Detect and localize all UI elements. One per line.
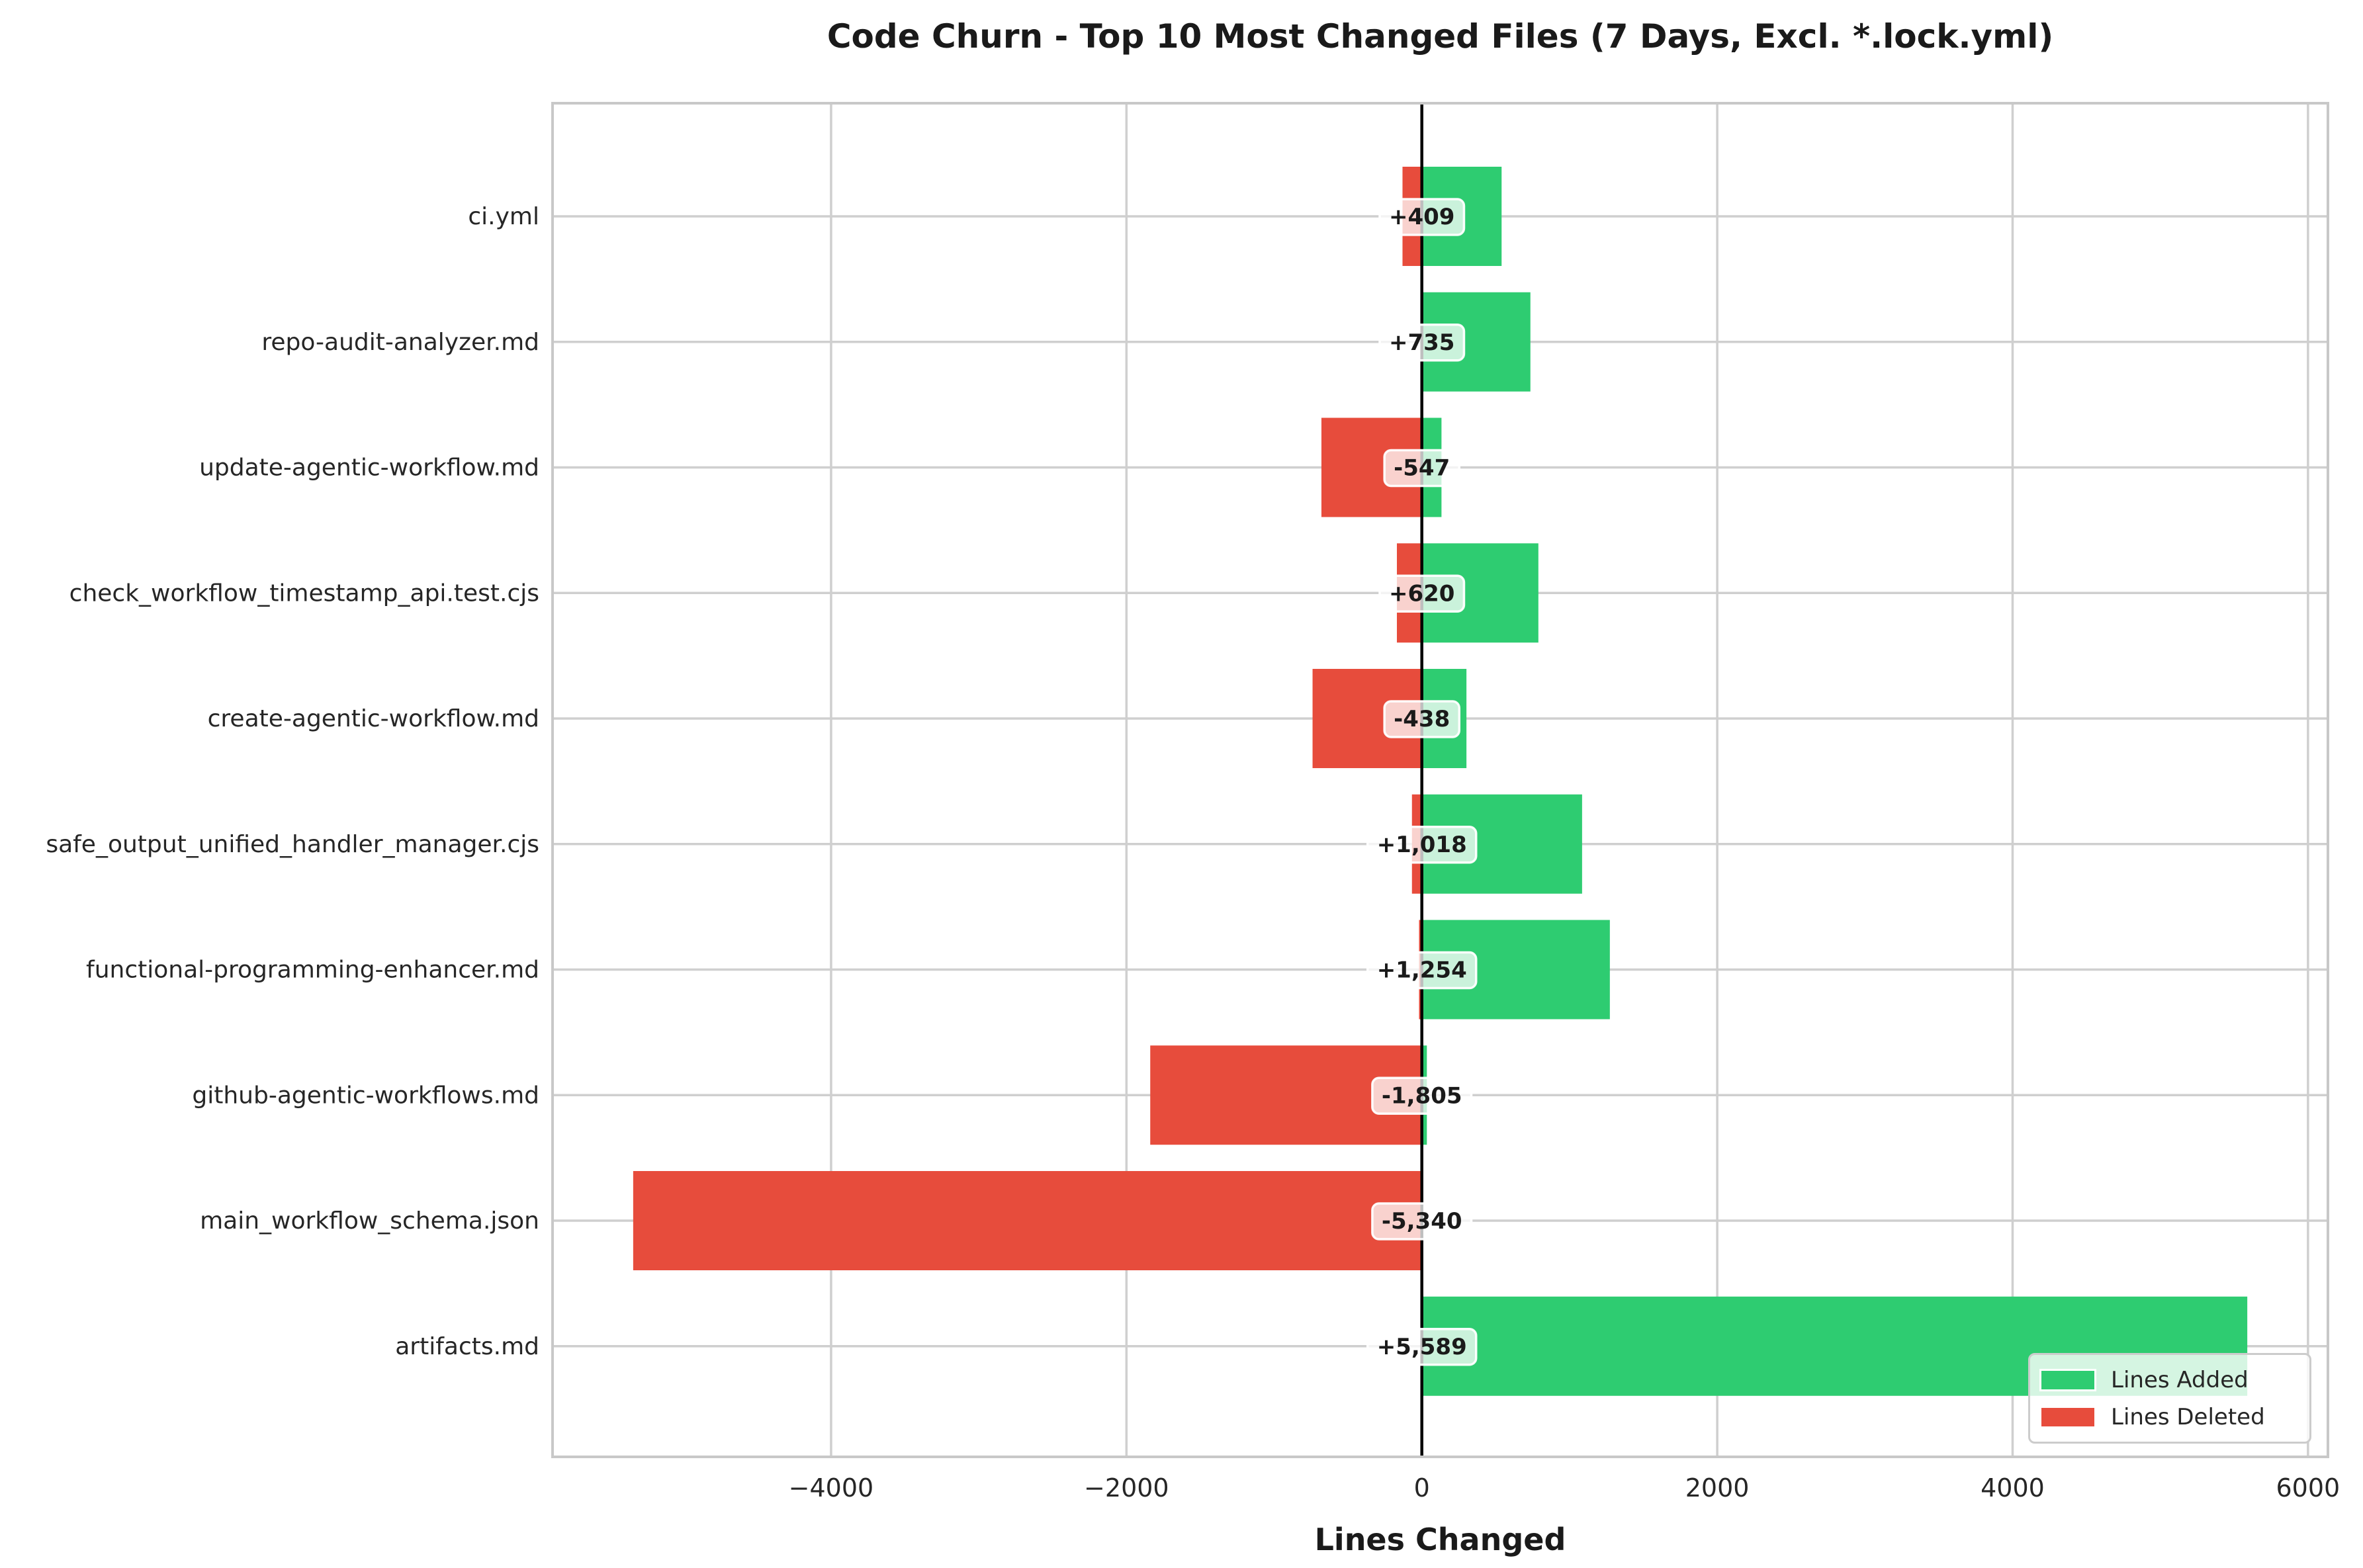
legend-label-deleted: Lines Deleted: [2111, 1403, 2265, 1430]
bar-value-label: +1,018: [1377, 832, 1467, 858]
y-tick-label: create-agentic-workflow.md: [208, 705, 539, 732]
bar-value-label: +409: [1389, 204, 1454, 230]
legend-item-deleted: Lines Deleted: [2039, 1403, 2309, 1432]
x-tick-label: 6000: [2276, 1473, 2341, 1503]
legend: Lines Added Lines Deleted: [2028, 1353, 2311, 1444]
y-tick-label: main_workflow_schema.json: [200, 1207, 539, 1235]
x-axis-label: Lines Changed: [1314, 1522, 1566, 1557]
bar-value-label: +1,254: [1377, 957, 1467, 984]
bar-value-label: -547: [1394, 455, 1450, 482]
y-tick-label: repo-audit-analyzer.md: [261, 329, 539, 356]
bar-value-label: +735: [1389, 329, 1454, 356]
bar-value-label: +5,589: [1377, 1334, 1467, 1360]
bar-value-label: -438: [1394, 706, 1450, 732]
legend-swatch-deleted: [2039, 1405, 2096, 1428]
legend-swatch-added: [2039, 1368, 2096, 1391]
y-tick-label: update-agentic-workflow.md: [199, 455, 539, 482]
bar-value-label-box: [1366, 951, 1478, 990]
chart-title: Code Churn - Top 10 Most Changed Files (…: [826, 17, 2054, 56]
bar-deleted: [633, 1171, 1422, 1270]
bar-value-label-box: [1378, 324, 1466, 362]
legend-item-added: Lines Added: [2039, 1366, 2309, 1395]
x-tick-label: 2000: [1685, 1473, 1750, 1503]
x-tick-label: 4000: [1981, 1473, 2045, 1503]
x-tick-label: −2000: [1084, 1473, 1169, 1503]
x-tick-label: 0: [1414, 1473, 1430, 1503]
bar-value-label-box: [1383, 449, 1461, 488]
bar-value-label-box: [1366, 826, 1478, 864]
y-tick-label: safe_output_unified_handler_manager.cjs: [46, 831, 539, 858]
y-tick-label: github-agentic-workflows.md: [192, 1082, 539, 1109]
bar-value-label-box: [1383, 700, 1461, 738]
bar-value-label-box: [1371, 1202, 1473, 1241]
bar-value-label-box: [1371, 1076, 1473, 1115]
y-tick-label: ci.yml: [468, 203, 539, 230]
x-tick-label: −4000: [789, 1473, 874, 1503]
y-tick-label: artifacts.md: [395, 1333, 539, 1360]
bar-value-label-box: [1378, 574, 1466, 613]
y-tick-label: functional-programming-enhancer.md: [86, 957, 539, 984]
y-tick-label: check_workflow_timestamp_api.test.cjs: [69, 580, 539, 607]
plot-border: [551, 102, 2329, 1458]
bar-value-label: -1,805: [1382, 1082, 1462, 1109]
bar-value-label: +620: [1389, 580, 1454, 607]
bar-value-label-box: [1378, 198, 1466, 236]
legend-label-added: Lines Added: [2111, 1366, 2249, 1393]
bar-value-label-box: [1366, 1328, 1478, 1366]
bar-value-label: -5,340: [1382, 1208, 1462, 1235]
